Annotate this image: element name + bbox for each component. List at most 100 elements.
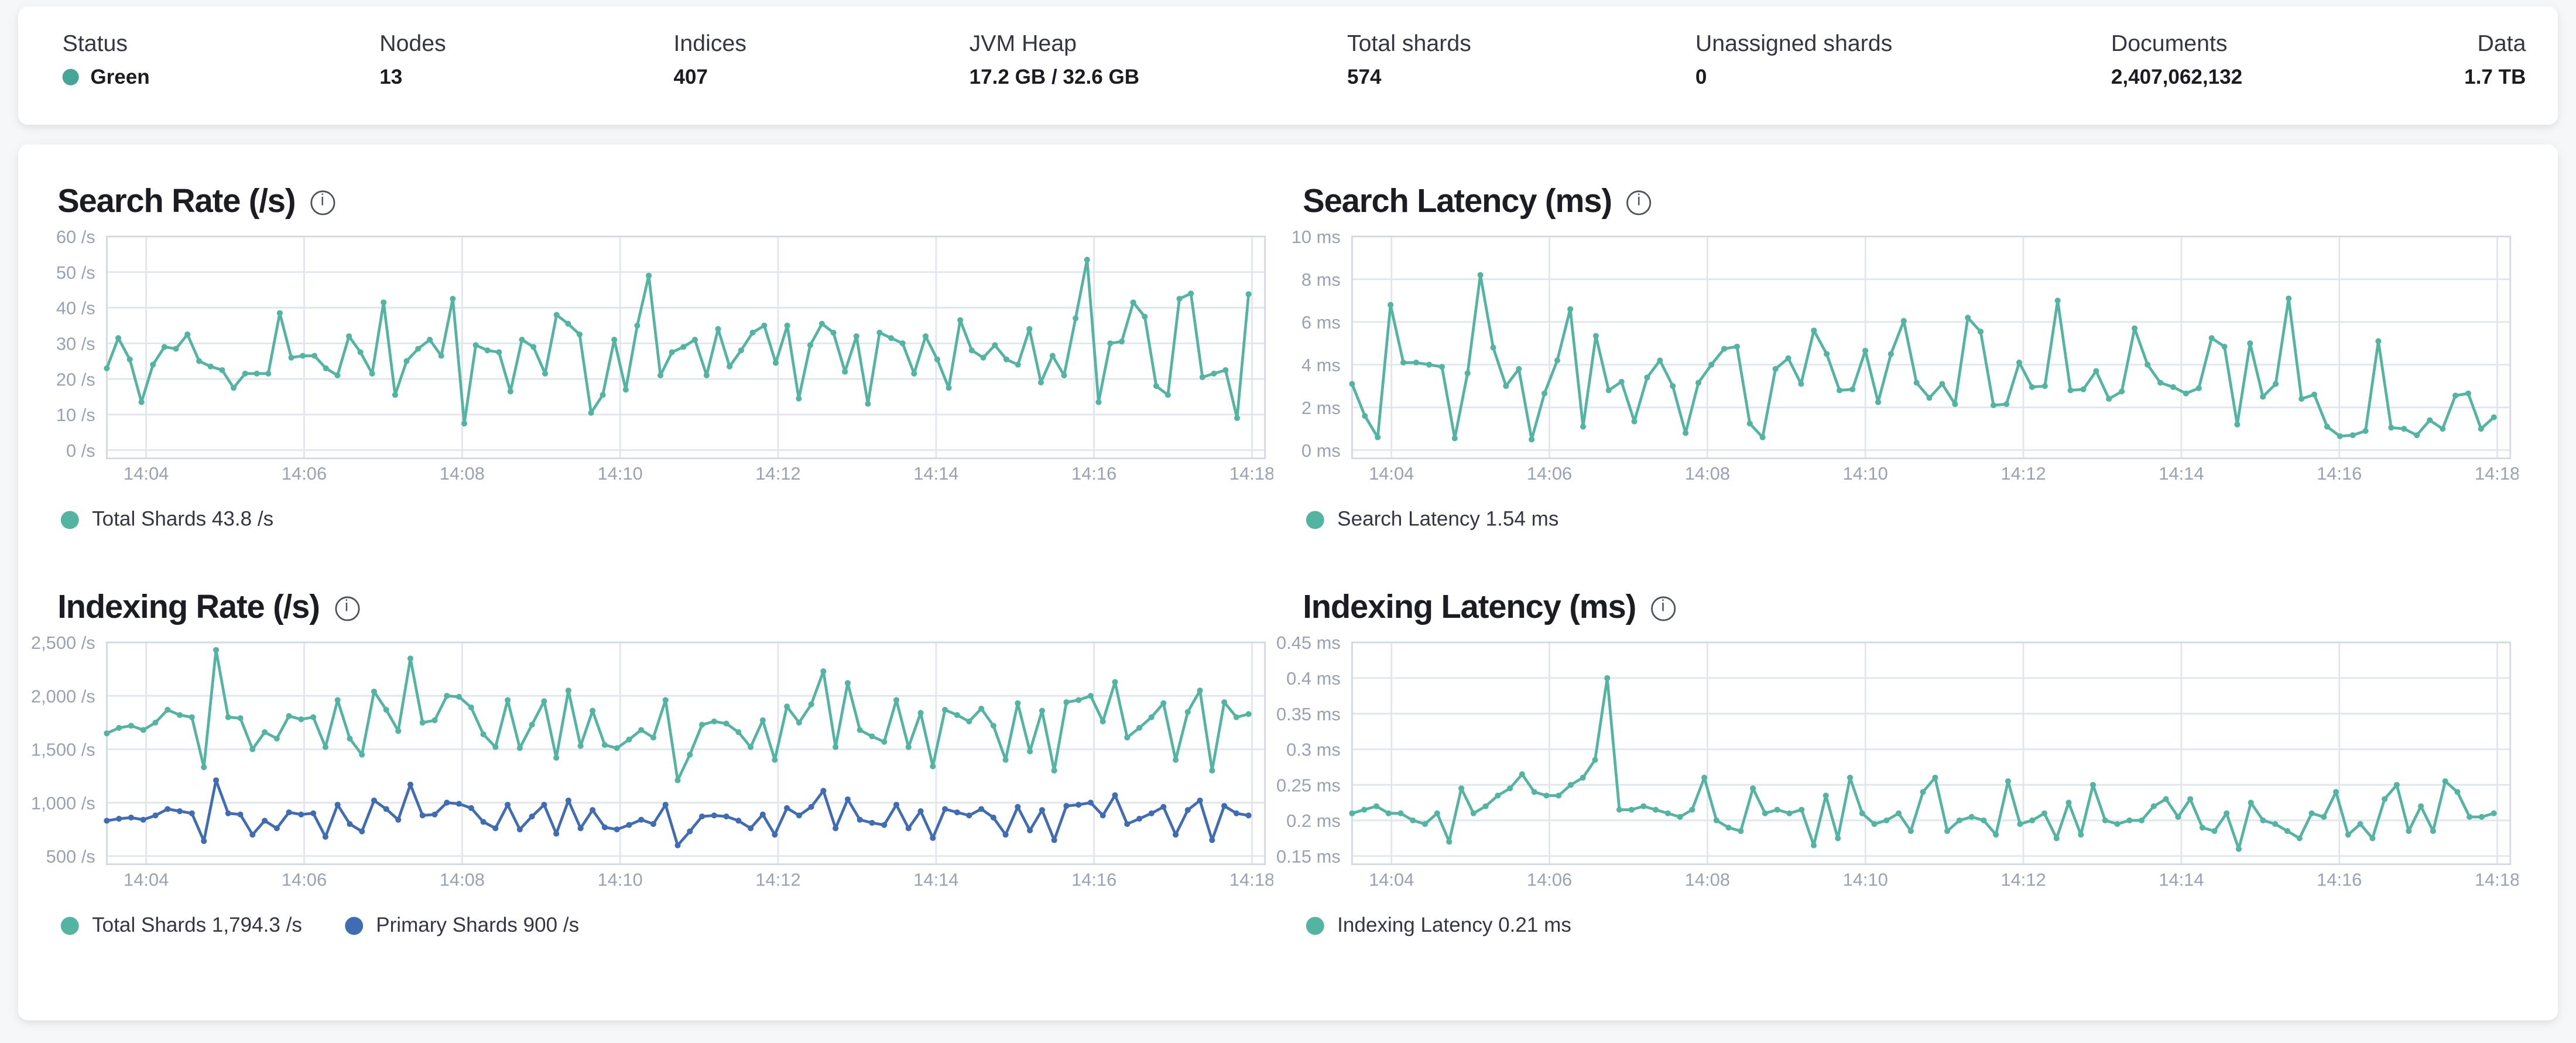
stat-label: Total shards — [1347, 29, 1471, 56]
stat-data-size: Data 1.7 TB — [2464, 29, 2526, 90]
svg-text:4 ms: 4 ms — [1301, 355, 1341, 375]
svg-text:14:10: 14:10 — [598, 463, 643, 484]
stat-value: Green — [62, 64, 380, 91]
svg-text:14:12: 14:12 — [2000, 869, 2046, 890]
info-icon-glyph: i — [320, 192, 324, 210]
svg-text:30 /s: 30 /s — [56, 333, 95, 354]
indexing-latency-plot[interactable]: 14:04 14:06 14:08 14:10 14:12 14:14 14:16 14:18… — [1263, 636, 2519, 894]
svg-text:14:08: 14:08 — [1685, 463, 1730, 484]
svg-text:14:16: 14:16 — [1071, 869, 1116, 890]
svg-text:1,000 /s: 1,000 /s — [31, 793, 95, 813]
svg-text:0 /s: 0 /s — [66, 440, 95, 461]
charts-grid: Search Rate (/s) i 14:04 14:06 14:08 14:10 1… — [31, 180, 2519, 940]
info-icon[interactable]: i — [310, 189, 335, 214]
svg-text:0 ms: 0 ms — [1301, 440, 1341, 461]
svg-text:20 /s: 20 /s — [56, 369, 95, 389]
stat-value: 13 — [379, 64, 403, 88]
chart-title-row: Indexing Latency (ms) i — [1303, 587, 2519, 630]
stat-value: 0 — [1695, 64, 1707, 88]
stat-value: 2,407,062,132 — [2111, 64, 2243, 88]
chart-legend: Total Shards 43.8 /s — [60, 504, 1273, 534]
legend-item[interactable]: Total Shards 43.8 /s — [60, 507, 274, 531]
svg-text:14:14: 14:14 — [913, 463, 958, 484]
chart-indexing-latency: Indexing Latency (ms) i 14:04 14:06 14:08 1… — [1276, 587, 2519, 940]
cluster-status-bar: Status Green Nodes 13 Indices 407 JVM He… — [18, 6, 2558, 125]
stat-value: 574 — [1347, 64, 1382, 88]
chart-legend: Indexing Latency 0.21 ms — [1306, 910, 2519, 940]
svg-text:0.3 ms: 0.3 ms — [1286, 740, 1341, 760]
svg-text:14:12: 14:12 — [755, 463, 800, 484]
svg-text:0.2 ms: 0.2 ms — [1286, 811, 1341, 831]
legend-series-dot-icon — [344, 916, 363, 935]
stat-value: 17.2 GB / 32.6 GB — [969, 64, 1140, 88]
stat-value: 407 — [673, 64, 708, 88]
svg-text:14:14: 14:14 — [913, 869, 958, 890]
legend-series-dot-icon — [1306, 916, 1324, 935]
legend-item[interactable]: Total Shards 1,794.3 /s — [60, 913, 302, 937]
svg-text:14:06: 14:06 — [282, 869, 327, 890]
stat-label: Status — [62, 29, 128, 56]
svg-text:14:12: 14:12 — [755, 869, 800, 890]
legend-series-label: Total Shards 1,794.3 /s — [92, 913, 302, 937]
svg-text:1,500 /s: 1,500 /s — [31, 740, 95, 760]
svg-text:14:08: 14:08 — [440, 869, 485, 890]
svg-text:2 ms: 2 ms — [1301, 398, 1341, 418]
svg-text:14:08: 14:08 — [1685, 869, 1730, 890]
legend-item[interactable]: Primary Shards 900 /s — [344, 913, 580, 937]
stat-status: Status Green — [62, 29, 380, 91]
svg-text:0.4 ms: 0.4 ms — [1286, 668, 1341, 689]
svg-text:14:18: 14:18 — [2475, 869, 2519, 890]
status-health-text: Green — [90, 64, 150, 88]
info-icon-glyph: i — [344, 598, 349, 617]
indexing-rate-plot[interactable]: 14:04 14:06 14:08 14:10 14:12 14:14 14:16 14:18… — [18, 636, 1273, 894]
svg-text:14:06: 14:06 — [1527, 463, 1572, 484]
svg-text:14:14: 14:14 — [2159, 869, 2204, 890]
svg-text:14:14: 14:14 — [2159, 463, 2204, 484]
svg-text:2,500 /s: 2,500 /s — [31, 636, 95, 653]
info-icon[interactable]: i — [1650, 595, 1676, 621]
stat-total-shards: Total shards 574 — [1347, 29, 1695, 90]
svg-text:14:06: 14:06 — [1527, 869, 1572, 890]
chart-search-latency: Search Latency (ms) i 14:04 14:06 14:08 14:… — [1292, 180, 2519, 534]
svg-text:8 ms: 8 ms — [1301, 269, 1341, 290]
legend-item[interactable]: Search Latency 1.54 ms — [1306, 507, 1559, 531]
chart-legend: Total Shards 1,794.3 /s Primary Shards 90… — [60, 910, 1273, 940]
svg-text:10 /s: 10 /s — [56, 405, 95, 425]
svg-text:14:10: 14:10 — [1843, 869, 1888, 890]
svg-text:14:04: 14:04 — [124, 463, 169, 484]
info-icon-glyph: i — [1661, 598, 1665, 617]
svg-text:14:18: 14:18 — [2475, 463, 2519, 484]
stack-monitoring-overview: Status Green Nodes 13 Indices 407 JVM He… — [0, 6, 2576, 1043]
svg-text:14:16: 14:16 — [2317, 463, 2362, 484]
chart-title-row: Search Rate (/s) i — [57, 180, 1273, 223]
legend-series-label: Primary Shards 900 /s — [376, 913, 580, 937]
legend-series-dot-icon — [60, 510, 79, 528]
legend-series-label: Search Latency 1.54 ms — [1337, 507, 1559, 531]
stat-label: Documents — [2111, 29, 2228, 56]
stat-jvm-heap: JVM Heap 17.2 GB / 32.6 GB — [970, 29, 1347, 90]
search-latency-plot[interactable]: 14:04 14:06 14:08 14:10 14:12 14:14 14:16 14:18… — [1263, 230, 2519, 488]
svg-text:2,000 /s: 2,000 /s — [31, 686, 95, 706]
stat-label: JVM Heap — [969, 29, 1077, 56]
legend-series-label: Total Shards 43.8 /s — [92, 507, 274, 531]
health-status-dot-icon — [62, 68, 79, 85]
svg-text:14:04: 14:04 — [1369, 463, 1414, 484]
svg-text:14:08: 14:08 — [440, 463, 485, 484]
info-icon[interactable]: i — [334, 595, 359, 621]
svg-text:50 /s: 50 /s — [56, 262, 95, 283]
chart-title-row: Search Latency (ms) i — [1303, 180, 2519, 223]
stat-value: 1.7 TB — [2464, 64, 2526, 88]
svg-text:0.45 ms: 0.45 ms — [1276, 636, 1341, 653]
legend-item[interactable]: Indexing Latency 0.21 ms — [1306, 914, 1571, 936]
chart-title-row: Indexing Rate (/s) i — [57, 587, 1273, 630]
stat-unassigned-shards: Unassigned shards 0 — [1695, 29, 2111, 90]
search-rate-plot[interactable]: 14:04 14:06 14:08 14:10 14:12 14:14 14:16 14:18… — [18, 230, 1273, 488]
chart-legend: Search Latency 1.54 ms — [1306, 504, 2519, 534]
info-icon[interactable]: i — [1626, 189, 1652, 214]
chart-search-rate: Search Rate (/s) i 14:04 14:06 14:08 14:10 1… — [56, 180, 1273, 534]
svg-text:14:10: 14:10 — [598, 869, 643, 890]
chart-title: Search Rate (/s) — [57, 183, 296, 220]
info-icon-glyph: i — [1637, 192, 1641, 210]
chart-title: Indexing Rate (/s) — [57, 589, 320, 625]
svg-text:14:16: 14:16 — [1071, 463, 1116, 484]
